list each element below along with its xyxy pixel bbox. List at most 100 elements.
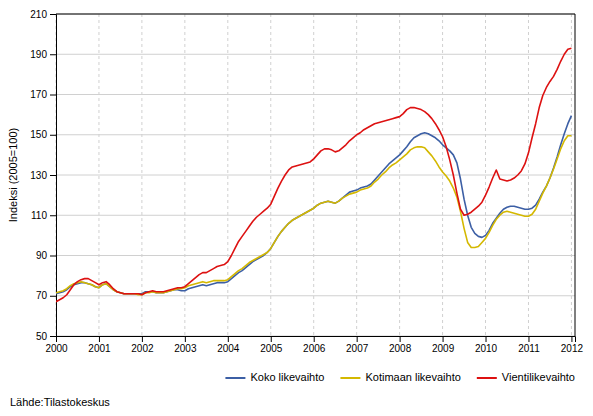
y-axis-label: Indeksi (2005=100) xyxy=(7,128,19,222)
y-tick: 210 xyxy=(30,9,56,20)
x-tick-mark xyxy=(271,336,272,342)
plot: 2000 2001 2002 2003 2004 2005 2006 2007 2008 2009… xyxy=(30,9,583,354)
legend-label: Vientilikevaihto xyxy=(502,371,575,383)
y-tick-mark xyxy=(50,256,56,257)
x-tick-label: 2004 xyxy=(217,343,240,354)
x-tick-label: 2001 xyxy=(88,343,111,354)
grid-line-y xyxy=(56,14,575,15)
y-tick-mark xyxy=(50,175,56,176)
x-tick: 2012 xyxy=(561,336,584,354)
y-tick-mark xyxy=(50,54,56,55)
annotation: Lähde:Tilastokeskus xyxy=(10,396,110,408)
grid-line-y xyxy=(56,175,575,176)
x-tick-mark xyxy=(486,336,487,342)
y-tick-mark xyxy=(50,95,56,96)
x-tick-mark xyxy=(400,336,401,342)
frame-top xyxy=(56,14,575,15)
x-tick-mark xyxy=(314,336,315,342)
grid-line-x xyxy=(485,14,486,336)
grid-line-x xyxy=(356,14,357,336)
legend-item: Vientilikevaihto xyxy=(477,371,575,383)
x-tick-mark xyxy=(185,336,186,342)
grid-line-x xyxy=(399,14,400,336)
grid-line-y xyxy=(56,134,575,135)
x-tick-label: 2006 xyxy=(303,343,326,354)
x-tick-mark xyxy=(571,336,572,342)
chart: 2000 2001 2002 2003 2004 2005 2006 2007 2008 2009… xyxy=(0,0,593,416)
legend-swatch xyxy=(477,377,497,379)
x-tick-label: 2007 xyxy=(346,343,369,354)
y-tick-label: 150 xyxy=(30,129,47,140)
grid-line-y xyxy=(56,54,575,55)
x-axis-line xyxy=(57,337,576,343)
x-tick: 2002 xyxy=(131,336,154,354)
grid-line-x xyxy=(227,14,228,336)
legend-swatch xyxy=(225,377,245,379)
grid-line-y xyxy=(56,295,575,296)
frame-right xyxy=(575,14,576,336)
legend: Koko likevaihto Kotimaan likevaihto Vienti… xyxy=(225,371,575,383)
x-tick: 2001 xyxy=(88,336,111,354)
y-tick-mark xyxy=(50,135,56,136)
x-tick-mark xyxy=(443,336,444,342)
series-line xyxy=(56,116,571,294)
y-tick-mark xyxy=(50,215,56,216)
grid-line-x xyxy=(442,14,443,336)
x-tick: 2009 xyxy=(432,336,455,354)
legend-swatch xyxy=(340,377,360,379)
x-tick-label: 2009 xyxy=(432,343,455,354)
x-tick: 2000 xyxy=(45,336,68,354)
x-tick: 2007 xyxy=(346,336,369,354)
y-tick-label: 170 xyxy=(30,89,47,100)
grid-line-x xyxy=(313,14,314,336)
y-tick: 150 xyxy=(30,129,56,140)
y-tick: 170 xyxy=(30,89,56,100)
x-tick-mark xyxy=(99,336,100,342)
x-tick-mark xyxy=(528,336,529,342)
x-tick: 2003 xyxy=(174,336,197,354)
x-axis: 2000 2001 2002 2003 2004 2005 2006 2007 2008 2009… xyxy=(45,336,583,354)
grid-line-x xyxy=(270,14,271,336)
x-tick: 2006 xyxy=(303,336,326,354)
y-tick-label: 90 xyxy=(36,250,48,261)
grid xyxy=(56,14,575,336)
x-tick-label: 2008 xyxy=(389,343,412,354)
x-tick-label: 2012 xyxy=(561,343,584,354)
grid-line-x xyxy=(571,14,572,336)
x-tick: 2004 xyxy=(217,336,240,354)
x-tick: 2008 xyxy=(389,336,412,354)
x-tick: 2010 xyxy=(475,336,498,354)
y-tick-mark xyxy=(50,14,56,15)
x-tick: 2011 xyxy=(518,336,540,354)
x-tick-label: 2010 xyxy=(475,343,498,354)
y-tick: 50 xyxy=(36,331,56,342)
y-tick-mark xyxy=(50,336,56,337)
y-axis-line xyxy=(50,15,57,337)
grid-line-x xyxy=(141,14,142,336)
y-tick: 110 xyxy=(31,210,56,221)
y-tick-label: 130 xyxy=(30,170,47,181)
y-tick: 90 xyxy=(36,250,56,261)
y-tick-mark xyxy=(50,296,56,297)
series-lines xyxy=(56,48,571,302)
x-tick-label: 2005 xyxy=(260,343,283,354)
x-tick: 2005 xyxy=(260,336,283,354)
series-line xyxy=(56,48,571,302)
y-tick-label: 110 xyxy=(31,210,47,221)
y-tick: 130 xyxy=(30,170,56,181)
legend-label: Kotimaan likevaihto xyxy=(365,371,460,383)
x-tick-mark xyxy=(142,336,143,342)
x-tick-mark xyxy=(228,336,229,342)
grid-line-y xyxy=(56,255,575,256)
x-tick-label: 2000 xyxy=(45,343,68,354)
x-tick-mark xyxy=(357,336,358,342)
y-tick: 190 xyxy=(30,49,56,60)
legend-item: Kotimaan likevaihto xyxy=(340,371,460,383)
legend-label: Koko likevaihto xyxy=(250,371,324,383)
x-tick-label: 2003 xyxy=(174,343,197,354)
y-tick-label: 210 xyxy=(30,9,47,20)
y-axis: 50 70 90 110 130 150 170 190 210 xyxy=(30,9,56,342)
grid-line-x xyxy=(528,14,529,336)
grid-line-y xyxy=(56,94,575,95)
y-tick-label: 70 xyxy=(36,290,48,301)
